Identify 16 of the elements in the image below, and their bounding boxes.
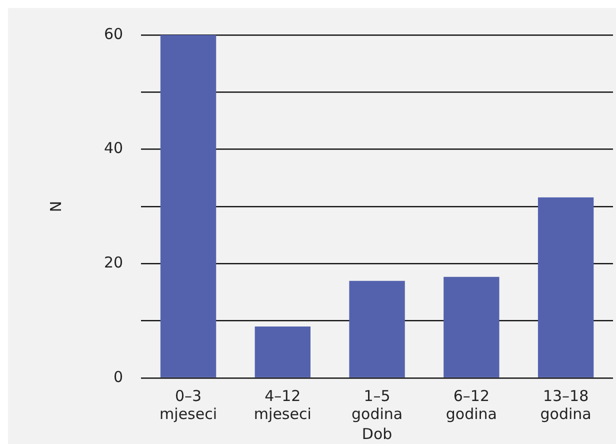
y-axis-title: N [46,200,65,212]
bar [444,276,500,378]
x-axis-title: Dob [362,424,392,443]
bar [538,197,594,378]
x-tick-label: 6–12 godina [446,386,497,423]
bar [349,280,405,378]
y-tick-label: 0 [114,368,124,386]
y-tick-label: 20 [104,254,124,272]
x-tick-label: 4–12 mjeseci [254,386,312,423]
bar [254,326,311,378]
x-tick-label: 0–3 mjeseci [160,386,218,423]
bar [160,35,216,378]
x-tick-label: 1–5 godina [351,386,403,423]
y-tick-label: 40 [104,139,124,158]
y-tick-label: 60 [104,24,124,43]
x-tick-label: 13–18 godina [540,386,592,423]
